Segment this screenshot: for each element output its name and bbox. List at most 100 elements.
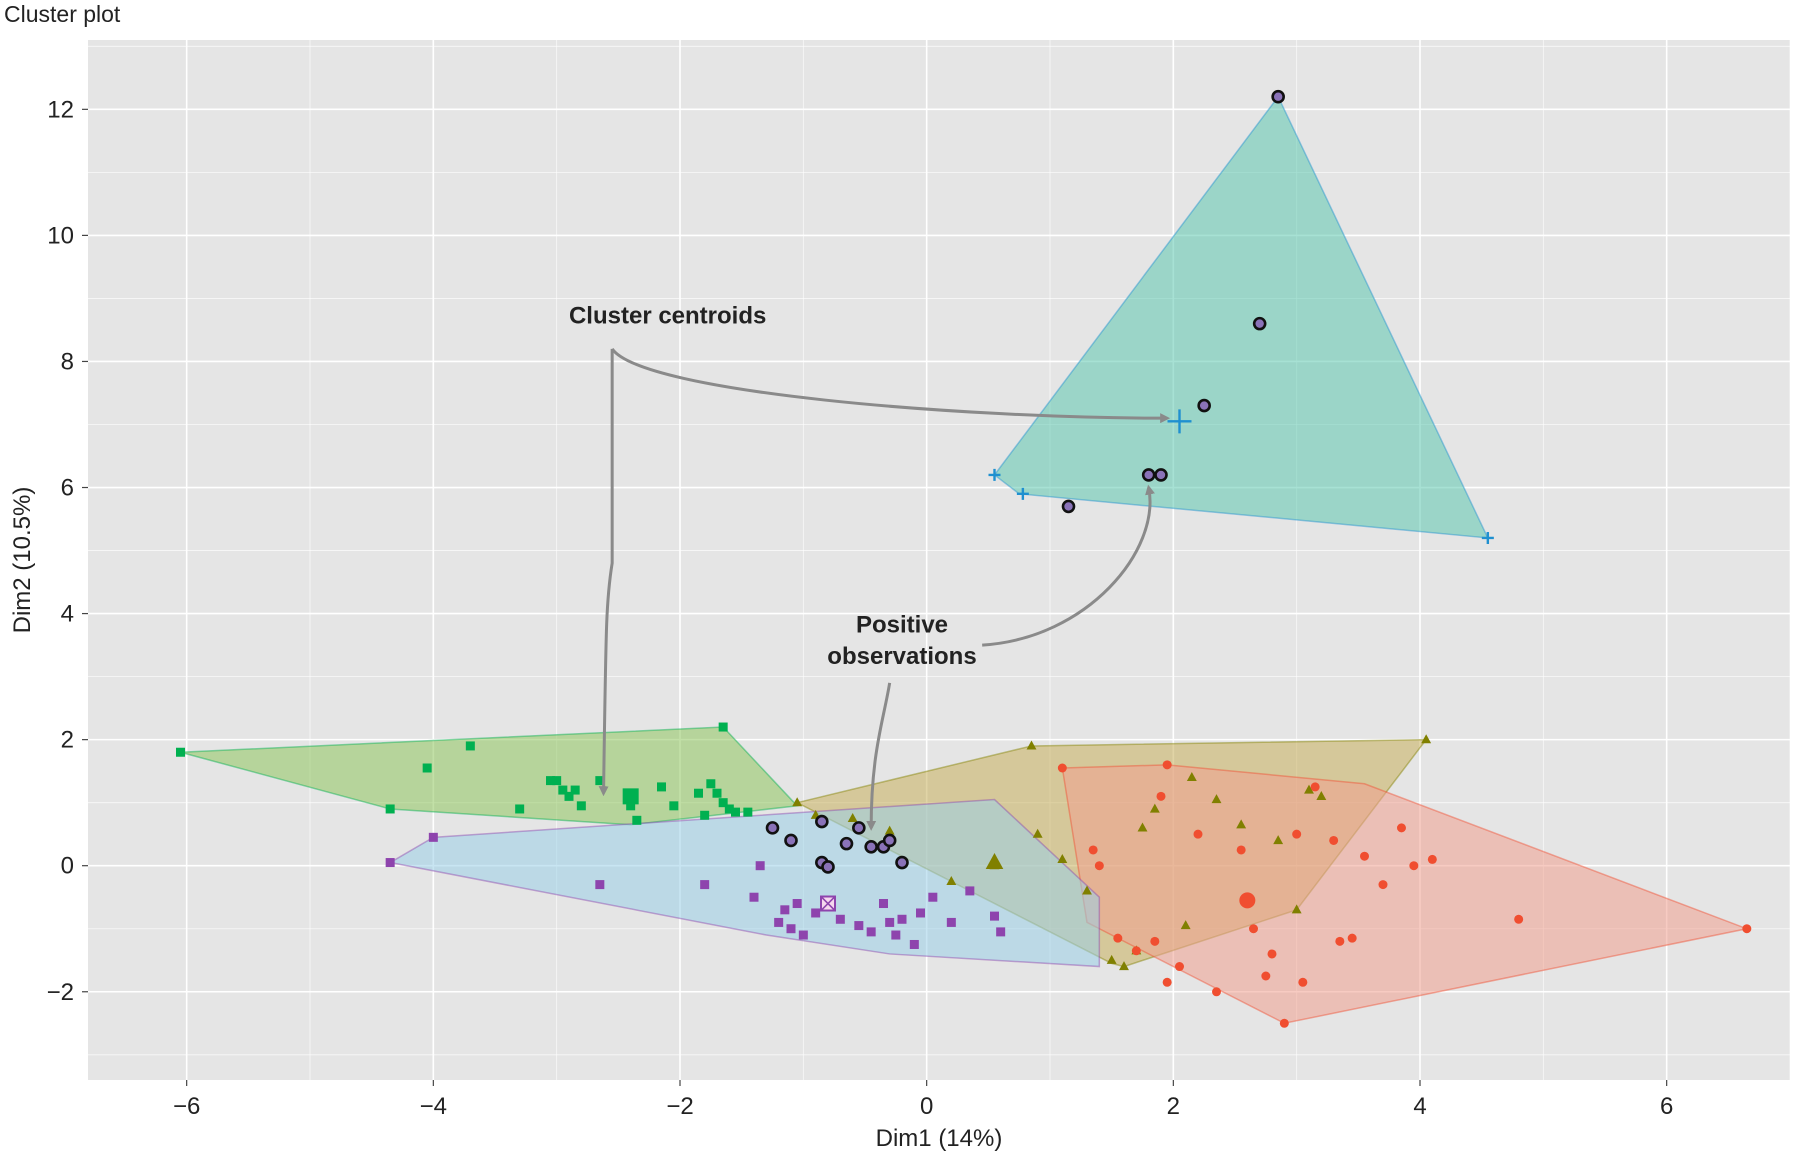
- data-point-cluster-3: [1193, 829, 1203, 839]
- data-point-cluster-2: [1304, 784, 1314, 794]
- axes: −6 −4 −2 0 2 4 6 −2 0 2 4 6 8 10 12: [47, 96, 1674, 1120]
- data-point-cluster-1: [576, 801, 586, 811]
- data-point-cluster-3: [1347, 933, 1357, 943]
- data-point-cluster-4: [879, 899, 888, 909]
- annotation-label: Positive: [856, 611, 948, 638]
- data-point-cluster-4: [909, 939, 919, 949]
- data-point-cluster-1: [385, 804, 395, 814]
- data-point-cluster-1: [694, 788, 703, 798]
- data-point-cluster-3: [1298, 977, 1308, 987]
- x-tick-label: 4: [1413, 1093, 1426, 1120]
- data-point-cluster-3: [1360, 851, 1369, 861]
- data-point-cluster-3: [1162, 760, 1172, 770]
- data-point-cluster-4: [965, 886, 975, 896]
- centroid-cluster-1: [622, 788, 639, 805]
- data-point-cluster-1: [718, 798, 728, 808]
- data-point-cluster-4: [700, 880, 710, 890]
- x-axis-title: Dim1 (14%): [876, 1125, 1003, 1152]
- data-point-cluster-1: [718, 722, 728, 732]
- data-point-cluster-4: [891, 930, 901, 940]
- data-point-cluster-1: [570, 785, 580, 795]
- data-point-cluster-5: [1481, 531, 1494, 544]
- data-point-cluster-4: [897, 914, 907, 924]
- data-point-cluster-1: [422, 763, 432, 773]
- data-point-cluster-3: [1310, 782, 1320, 792]
- data-point-cluster-3: [1742, 924, 1752, 934]
- data-point-cluster-3: [1249, 924, 1258, 934]
- cluster-hull-1: [180, 726, 799, 826]
- data-point-cluster-4: [928, 892, 938, 902]
- data-point-cluster-2: [1106, 954, 1117, 964]
- data-point-cluster-4: [749, 892, 759, 902]
- positive-observation: [1154, 468, 1168, 482]
- data-point-cluster-4: [946, 917, 956, 927]
- positive-observation: [1271, 89, 1285, 104]
- positive-observation: [1061, 499, 1076, 514]
- data-point-cluster-1: [632, 815, 642, 825]
- data-point-cluster-3: [1131, 946, 1141, 956]
- data-point-cluster-3: [1279, 1018, 1289, 1028]
- data-point-cluster-3: [1378, 880, 1388, 890]
- positive-observation: [815, 814, 829, 829]
- x-tick-label: −2: [666, 1093, 693, 1120]
- data-point-cluster-4: [916, 908, 925, 918]
- data-point-cluster-2: [1316, 790, 1327, 800]
- data-point-cluster-1: [743, 807, 753, 817]
- data-point-cluster-2: [1119, 961, 1129, 971]
- positive-arrow-down: [866, 682, 892, 831]
- data-point-cluster-3: [1335, 936, 1345, 946]
- data-point-cluster-1: [564, 791, 574, 801]
- y-tick-label: 10: [47, 222, 74, 249]
- data-point-cluster-4: [755, 861, 765, 871]
- data-point-cluster-1: [712, 788, 722, 798]
- data-point-cluster-1: [657, 782, 666, 792]
- data-point-cluster-4: [786, 924, 796, 934]
- cluster-points: [176, 89, 1752, 1028]
- annotations: Cluster centroids Positive observations: [569, 303, 1171, 831]
- positive-observation: [1252, 316, 1267, 331]
- centroid-cluster-5: [1167, 409, 1192, 434]
- data-point-cluster-3: [1094, 861, 1104, 871]
- y-tick-label: 0: [61, 853, 74, 880]
- data-point-cluster-4: [595, 880, 605, 890]
- data-point-cluster-2: [847, 813, 858, 823]
- data-point-cluster-3: [1261, 971, 1271, 981]
- data-point-cluster-5: [988, 468, 1001, 481]
- positive-observation: [864, 839, 878, 854]
- annotation-label: Cluster centroids: [569, 303, 766, 330]
- data-point-cluster-2: [1273, 835, 1284, 845]
- chart-title: Cluster plot: [4, 1, 121, 27]
- data-point-cluster-3: [1113, 933, 1123, 943]
- data-point-cluster-1: [626, 801, 636, 811]
- data-point-cluster-2: [1236, 819, 1247, 829]
- data-point-cluster-4: [798, 930, 808, 940]
- x-tick-label: 6: [1660, 1093, 1673, 1120]
- centroid-cluster-3: [1239, 892, 1256, 909]
- x-tick-label: 2: [1167, 1093, 1180, 1120]
- x-tick-label: −6: [173, 1093, 200, 1120]
- data-point-cluster-4: [811, 908, 821, 918]
- data-point-cluster-2: [792, 797, 803, 807]
- y-tick-label: −2: [47, 979, 74, 1006]
- data-point-cluster-4: [990, 911, 999, 921]
- data-point-cluster-2: [1082, 885, 1092, 895]
- data-point-cluster-2: [1149, 803, 1160, 813]
- y-tick-label: 6: [61, 475, 74, 502]
- positive-observation: [1197, 398, 1211, 413]
- data-point-cluster-2: [1057, 853, 1068, 863]
- data-point-cluster-4: [854, 921, 864, 931]
- data-point-cluster-1: [731, 807, 740, 817]
- positive-observation: [784, 833, 798, 848]
- data-point-cluster-2: [1032, 828, 1043, 838]
- data-point-cluster-2: [884, 825, 895, 835]
- cluster-hull-4: [388, 798, 1101, 968]
- y-tick-label: 4: [61, 601, 74, 628]
- data-point-cluster-1: [706, 779, 716, 789]
- centroid-arrow-right: [610, 347, 1171, 424]
- x-tick-label: −4: [420, 1093, 447, 1120]
- data-point-cluster-3: [1212, 987, 1221, 997]
- data-point-cluster-4: [428, 832, 438, 842]
- data-point-cluster-3: [1088, 845, 1098, 855]
- data-point-cluster-1: [176, 747, 185, 757]
